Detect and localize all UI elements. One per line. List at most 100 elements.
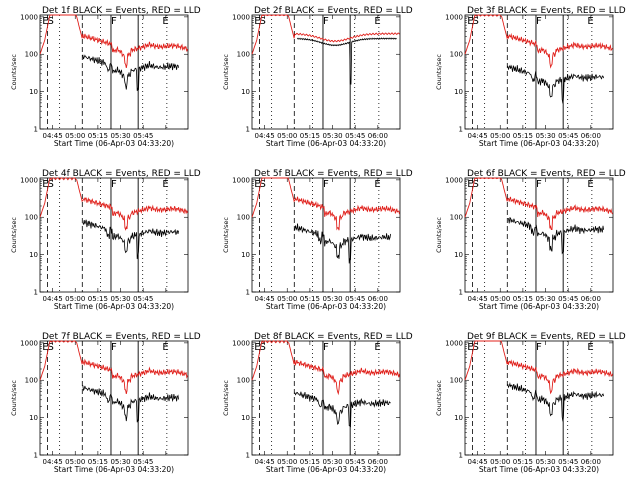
- x-tick-label: 05:30: [110, 458, 130, 466]
- y-tick-label: 100: [237, 214, 250, 222]
- x-tick-label: 05:15: [300, 295, 320, 303]
- y-tick-label: 10: [241, 88, 250, 96]
- events-series: [82, 219, 179, 260]
- plot-frame: [39, 14, 189, 130]
- y-axis-label: Counts/sec: [435, 54, 443, 90]
- y-axis-label: Counts/sec: [10, 54, 18, 90]
- interval-marker-label: S: [48, 16, 54, 27]
- y-tick-label: 1: [34, 452, 38, 460]
- y-tick-label: 1000: [445, 13, 463, 21]
- y-tick-label: 10: [241, 251, 250, 259]
- y-axis-label: Counts/sec: [222, 217, 230, 253]
- lld-series: [39, 14, 188, 68]
- x-tick-label: 04:45: [42, 458, 62, 466]
- y-tick-label: 1000: [445, 339, 463, 347]
- interval-marker-label: E: [162, 179, 168, 190]
- x-tick-label: 05:45: [133, 458, 153, 466]
- x-tick-label: 05:00: [490, 458, 510, 466]
- interval-marker-label: E: [374, 342, 380, 353]
- events-series: [507, 217, 604, 255]
- y-tick-label: 1000: [20, 176, 38, 184]
- detector-panel-7: Det 7f BLACK = Events, RED = LLD 1 10 100 10…: [10, 332, 201, 474]
- events-series: [294, 223, 391, 264]
- events-series: [82, 54, 179, 92]
- y-axis-label: Counts/sec: [10, 380, 18, 416]
- x-axis-label: Start Time (06-Apr-03 04:33:20): [54, 139, 174, 148]
- x-axis-label: Start Time (06-Apr-03 04:33:20): [479, 139, 599, 148]
- x-tick-label: 05:15: [88, 132, 108, 140]
- x-axis-label: Start Time (06-Apr-03 04:33:20): [266, 139, 386, 148]
- lld-series: [464, 14, 613, 69]
- interval-marker-label: S: [260, 179, 266, 190]
- y-tick-label: 1000: [20, 339, 38, 347]
- x-tick-label: 05:45: [558, 132, 578, 140]
- x-tick-label: 06:00: [581, 132, 601, 140]
- x-tick-label: 06:00: [368, 458, 388, 466]
- panel-title: Det 1f BLACK = Events, RED = LLD: [42, 6, 201, 16]
- y-tick-label: 1000: [20, 13, 38, 21]
- y-axis-label: Counts/sec: [435, 217, 443, 253]
- interval-marker-label: F: [536, 16, 542, 27]
- x-tick-label: 04:45: [254, 132, 274, 140]
- interval-marker-label: E: [374, 179, 380, 190]
- events-series: [507, 382, 604, 422]
- panel-title: Det 8f BLACK = Events, RED = LLD: [254, 332, 413, 342]
- x-tick-label: 04:45: [254, 458, 274, 466]
- events-series: [294, 391, 391, 428]
- x-tick-label: 05:00: [277, 132, 297, 140]
- x-tick-label: 04:45: [467, 295, 487, 303]
- detector-panel-2: Det 2f BLACK = Events, RED = LLD 1 10 100 10…: [222, 6, 413, 148]
- plot-frame: [39, 340, 189, 456]
- plot-frame: [464, 177, 614, 293]
- x-tick-label: 05:15: [513, 295, 533, 303]
- y-tick-label: 10: [454, 88, 463, 96]
- interval-marker-label: E: [467, 16, 473, 27]
- x-tick-label: 05:45: [345, 295, 365, 303]
- interval-marker-label: E: [162, 16, 168, 27]
- interval-marker-label: S: [260, 16, 266, 27]
- x-axis-label: Start Time (06-Apr-03 04:33:20): [266, 302, 386, 311]
- y-axis-label: Counts/sec: [10, 217, 18, 253]
- plot-frame: [464, 14, 614, 130]
- x-tick-label: 05:45: [558, 458, 578, 466]
- x-tick-label: 05:30: [535, 132, 555, 140]
- x-tick-label: 06:00: [581, 295, 601, 303]
- interval-marker-label: F: [323, 342, 329, 353]
- interval-marker-label: E: [42, 342, 48, 353]
- x-tick-label: 05:00: [490, 295, 510, 303]
- y-tick-label: 10: [29, 414, 38, 422]
- x-tick-label: 04:45: [467, 458, 487, 466]
- interval-marker-label: E: [254, 342, 260, 353]
- interval-marker-label: S: [48, 342, 54, 353]
- x-tick-label: 04:45: [42, 132, 62, 140]
- interval-marker-label: E: [162, 342, 168, 353]
- y-axis-label: Counts/sec: [222, 54, 230, 90]
- x-axis-label: Start Time (06-Apr-03 04:33:20): [54, 465, 174, 474]
- detector-panel-1: Det 1f BLACK = Events, RED = LLD 1 10 100 10…: [10, 6, 201, 148]
- x-tick-label: 05:30: [110, 132, 130, 140]
- y-tick-label: 100: [450, 51, 463, 59]
- x-tick-label: 05:15: [300, 132, 320, 140]
- lld-series: [464, 177, 613, 231]
- y-tick-label: 10: [29, 251, 38, 259]
- x-tick-label: 05:00: [65, 458, 85, 466]
- x-tick-label: 05:45: [345, 458, 365, 466]
- interval-marker-label: E: [42, 179, 48, 190]
- detector-panel-4: Det 4f BLACK = Events, RED = LLD 1 10 100 10…: [10, 169, 201, 311]
- detector-panel-9: Det 9f BLACK = Events, RED = LLD 1 10 100 10…: [435, 332, 626, 474]
- interval-marker-label: E: [587, 179, 593, 190]
- plot-frame: [251, 177, 401, 293]
- interval-marker-label: F: [323, 179, 329, 190]
- panel-title: Det 3f BLACK = Events, RED = LLD: [467, 6, 626, 16]
- interval-marker-label: S: [260, 342, 266, 353]
- interval-marker-label: S: [48, 179, 54, 190]
- interval-marker-label: E: [42, 16, 48, 27]
- y-tick-label: 100: [450, 377, 463, 385]
- interval-marker-label: F: [323, 16, 329, 27]
- events-series: [82, 385, 179, 423]
- y-tick-label: 1: [459, 289, 463, 297]
- interval-marker-label: E: [374, 16, 380, 27]
- y-tick-label: 1: [459, 126, 463, 134]
- x-tick-label: 05:15: [88, 295, 108, 303]
- y-tick-label: 10: [241, 414, 250, 422]
